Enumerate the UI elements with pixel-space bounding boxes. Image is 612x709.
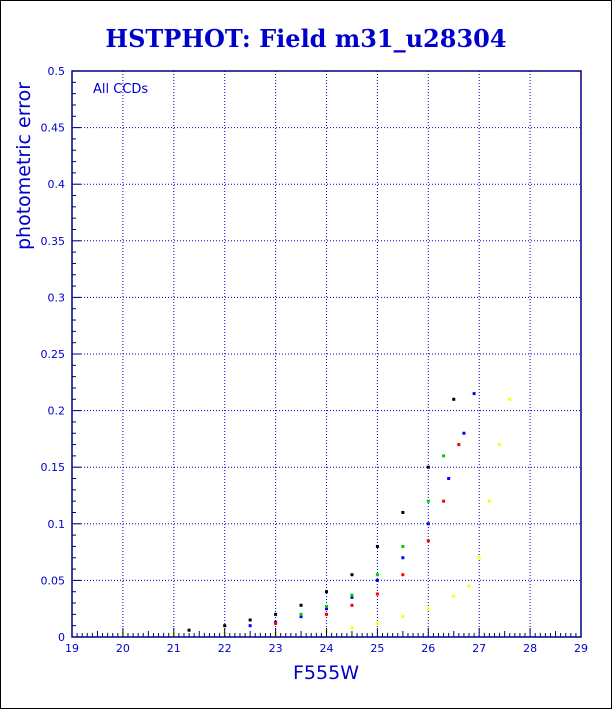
scatter-point-yellow <box>426 607 430 611</box>
scatter-point-black <box>299 603 303 607</box>
scatter-point-green <box>375 573 379 577</box>
scatter-point-black <box>452 397 456 401</box>
y-tick-label: 0.1 <box>48 518 66 531</box>
scatter-point-green <box>325 604 328 608</box>
scatter-point-red <box>325 612 328 616</box>
scatter-point-red <box>375 592 379 596</box>
x-tick-label: 26 <box>421 642 435 655</box>
y-tick-label: 0.15 <box>41 461 66 474</box>
scatter-point-yellow <box>375 621 379 625</box>
data-points <box>121 392 512 636</box>
plot-annotation: All CCDs <box>93 82 148 97</box>
scatter-point-yellow <box>498 443 502 447</box>
x-tick-label: 25 <box>370 642 384 655</box>
scatter-point-black <box>187 628 191 632</box>
scatter-point-blue <box>350 595 354 599</box>
y-tick-label: 0.45 <box>41 122 66 135</box>
scatter-point-blue <box>375 578 379 582</box>
y-axis-title: photometric error <box>13 82 35 250</box>
x-tick-label: 29 <box>574 642 588 655</box>
scatter-point-black <box>375 544 379 548</box>
scatter-point-green <box>401 544 405 548</box>
scatter-point-blue <box>462 431 466 435</box>
scatter-point-red <box>426 539 430 543</box>
scatter-point-red <box>442 499 446 503</box>
y-tick-label: 0.2 <box>48 405 66 418</box>
y-tick-label: 0.3 <box>48 291 66 304</box>
chart-title: HSTPHOT: Field m31_u28304 <box>105 24 507 53</box>
x-tick-label: 19 <box>65 642 79 655</box>
scatter-point-red <box>401 573 405 577</box>
scatter-point-yellow <box>452 594 456 598</box>
scatter-point-black <box>274 612 278 616</box>
scatter-point-blue <box>472 392 476 396</box>
x-tick-label: 28 <box>523 642 537 655</box>
scatter-point-blue <box>426 522 430 526</box>
scatter-point-black <box>401 510 405 514</box>
y-tick-label: 0.5 <box>48 65 66 78</box>
x-tick-label: 21 <box>167 642 181 655</box>
scatter-point-black <box>325 590 328 594</box>
scatter-point-yellow <box>467 584 471 588</box>
scatter-point-yellow <box>477 556 481 560</box>
x-axis-title: F555W <box>293 662 359 684</box>
scatter-point-yellow <box>508 397 512 401</box>
scatter-point-green <box>350 593 354 597</box>
scatter-point-black <box>426 465 430 469</box>
axis-ticks: 19 20 21 22 23 24 25 26 27 28 29 0 0.05 0.1 0.15 0.2 0.2… <box>41 65 589 655</box>
y-tick-label: 0.05 <box>41 574 66 587</box>
x-tick-label: 24 <box>320 642 334 655</box>
x-tick-label: 27 <box>472 642 486 655</box>
scatter-point-yellow <box>401 615 405 619</box>
x-tick-label: 23 <box>269 642 283 655</box>
scatter-point-green <box>442 454 446 458</box>
scatter-point-green <box>299 612 303 616</box>
scatter-point-red <box>457 443 461 447</box>
scatter-point-red <box>274 621 278 625</box>
x-tick-label: 22 <box>218 642 232 655</box>
scatter-point-red <box>350 603 354 607</box>
scatter-point-blue <box>447 477 451 481</box>
y-tick-label: 0 <box>58 631 65 644</box>
scatter-point-yellow <box>487 499 491 503</box>
scatter-point-blue <box>248 624 252 628</box>
scatter-point-green <box>426 499 430 503</box>
scatter-point-blue <box>325 607 328 611</box>
scatter-point-black <box>248 618 252 622</box>
x-tick-label: 20 <box>116 642 130 655</box>
grid-lines <box>72 71 581 637</box>
y-tick-label: 0.35 <box>41 235 66 248</box>
scatter-point-blue <box>401 556 405 560</box>
y-tick-label: 0.4 <box>48 178 66 191</box>
scatter-point-black <box>223 624 227 628</box>
scatter-point-yellow <box>350 626 354 630</box>
scatter-point-black <box>350 573 354 577</box>
scatter-point-blue <box>299 615 303 619</box>
y-tick-label: 0.25 <box>41 348 66 361</box>
